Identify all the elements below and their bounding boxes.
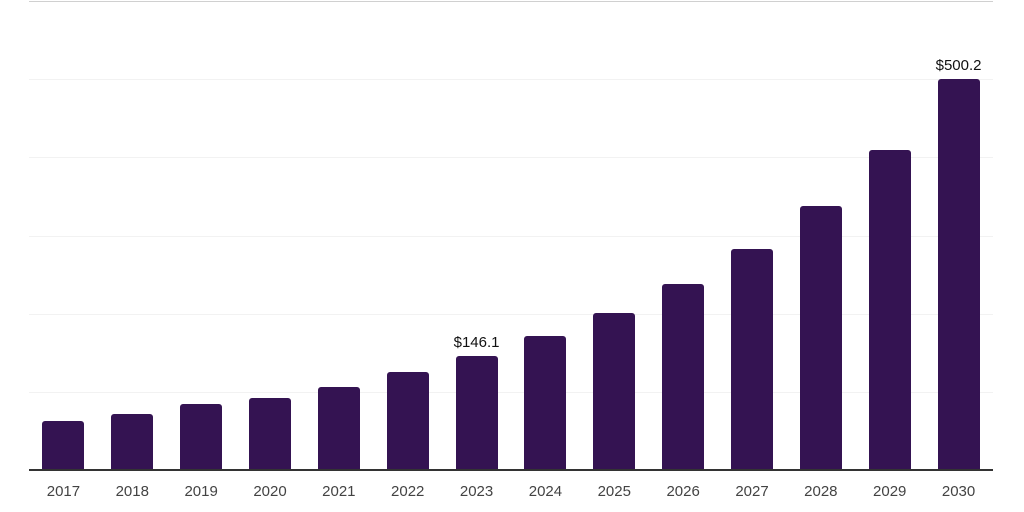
x-tick-label-2030: 2030 — [941, 483, 976, 500]
bar-2023 — [455, 355, 498, 470]
bar-2024 — [524, 336, 567, 470]
x-tick-label-2017: 2017 — [46, 483, 81, 500]
x-tick-label-2026: 2026 — [666, 483, 700, 500]
x-tick-label-2024: 2024 — [528, 483, 563, 500]
bar-2020 — [249, 397, 291, 470]
bar-2021 — [317, 386, 360, 470]
bar-2025 — [593, 312, 636, 470]
x-tick-label-2021: 2021 — [322, 483, 356, 500]
x-tick-label-2020: 2020 — [253, 483, 287, 500]
bar-2026 — [662, 284, 705, 470]
bar-2017 — [42, 420, 85, 470]
data-label-2030: $500.2 — [935, 57, 982, 74]
bar-2029 — [868, 149, 911, 470]
bar-2028 — [799, 206, 842, 470]
x-tick-label-2018: 2018 — [115, 483, 149, 500]
bar-2018 — [111, 413, 154, 470]
x-axis-line — [29, 469, 993, 471]
plot-area: 2017 2018 2019 2020 2021 2022 2023 $146.1 2024 20… — [29, 0, 993, 512]
x-tick-label-2022: 2022 — [391, 483, 425, 500]
gridline-500 — [29, 79, 993, 80]
x-tick-label-2029: 2029 — [873, 483, 907, 500]
gridline-600 — [29, 1, 993, 2]
gridline-200 — [29, 314, 993, 315]
x-tick-label-2027: 2027 — [735, 483, 769, 500]
gridline-100 — [29, 392, 993, 393]
x-tick-label-2023: 2023 — [459, 483, 494, 500]
data-label-2023: $146.1 — [453, 333, 500, 351]
bar-2030 — [937, 79, 980, 470]
x-tick-label-2019: 2019 — [184, 483, 218, 500]
gridline-300 — [29, 236, 993, 237]
x-tick-label-2028: 2028 — [804, 483, 838, 500]
bar-2027 — [731, 249, 773, 470]
gridline-400 — [29, 157, 993, 158]
bar-2022 — [386, 372, 429, 470]
x-tick-label-2025: 2025 — [597, 483, 631, 500]
bar-2019 — [180, 403, 223, 470]
